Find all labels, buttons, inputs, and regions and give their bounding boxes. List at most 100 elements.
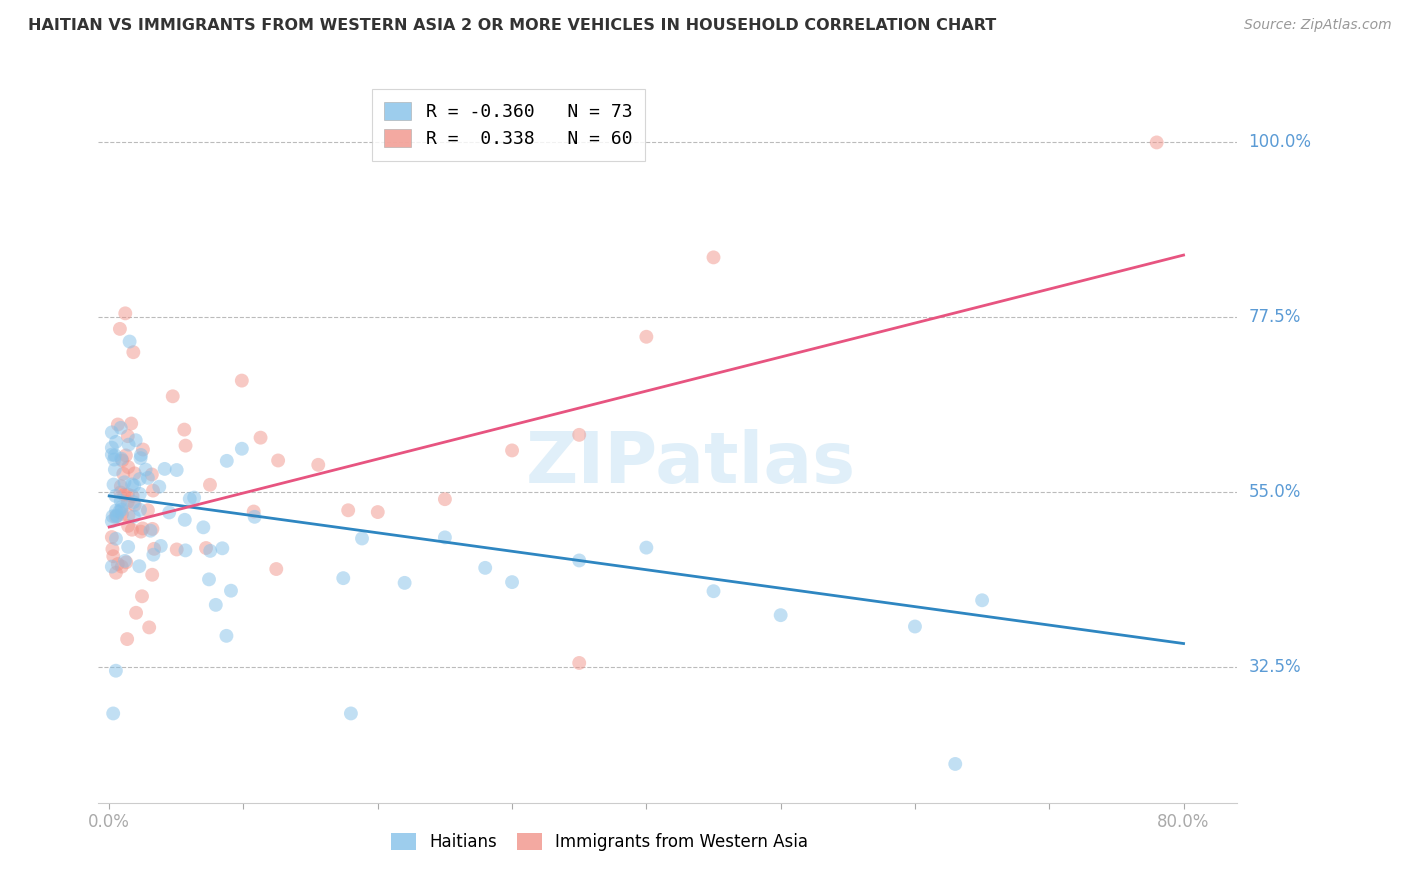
Point: [174, 439, 197, 453]
Point: [141, 467, 163, 482]
Point: [211, 541, 233, 556]
Point: [118, 334, 141, 349]
Point: [568, 553, 591, 567]
Point: [111, 559, 134, 574]
Point: [110, 479, 132, 493]
Point: [122, 509, 145, 524]
Point: [117, 508, 139, 523]
Point: [367, 505, 389, 519]
Point: [121, 477, 143, 491]
Point: [132, 442, 155, 457]
Point: [340, 706, 363, 721]
Point: [157, 506, 180, 520]
Point: [104, 489, 127, 503]
Point: [101, 509, 124, 524]
Point: [107, 417, 129, 432]
Point: [183, 491, 205, 505]
Point: [332, 571, 354, 585]
Point: [769, 608, 792, 623]
Point: [129, 448, 152, 462]
Point: [904, 619, 927, 633]
Point: [101, 441, 124, 455]
Point: [104, 664, 127, 678]
Point: [104, 566, 127, 580]
Point: [115, 555, 138, 569]
Point: [943, 756, 966, 771]
Point: [267, 453, 290, 467]
Point: [103, 452, 125, 467]
Point: [153, 462, 176, 476]
Point: [114, 306, 136, 320]
Text: 77.5%: 77.5%: [1249, 309, 1301, 326]
Point: [636, 330, 658, 344]
Point: [129, 451, 152, 466]
Point: [120, 417, 142, 431]
Point: [195, 541, 218, 555]
Point: [117, 437, 139, 451]
Point: [215, 454, 238, 468]
Point: [350, 532, 373, 546]
Text: Source: ZipAtlas.com: Source: ZipAtlas.com: [1244, 18, 1392, 32]
Point: [107, 557, 129, 571]
Point: [433, 492, 456, 507]
Point: [101, 530, 124, 544]
Point: [103, 477, 125, 491]
Point: [249, 431, 271, 445]
Point: [111, 453, 134, 467]
Point: [193, 520, 215, 534]
Point: [124, 467, 146, 481]
Point: [307, 458, 329, 472]
Text: 32.5%: 32.5%: [1249, 657, 1301, 676]
Point: [104, 509, 127, 524]
Point: [104, 434, 127, 449]
Point: [142, 548, 165, 562]
Point: [173, 423, 195, 437]
Point: [174, 543, 197, 558]
Point: [231, 374, 253, 388]
Point: [198, 573, 221, 587]
Point: [101, 425, 124, 440]
Point: [702, 584, 724, 599]
Point: [501, 443, 523, 458]
Point: [104, 462, 127, 476]
Point: [129, 503, 152, 517]
Point: [219, 583, 242, 598]
Point: [173, 513, 195, 527]
Point: [131, 589, 153, 603]
Point: [204, 598, 226, 612]
Point: [101, 448, 124, 462]
Point: [337, 503, 360, 517]
Point: [128, 487, 150, 501]
Point: [110, 500, 132, 515]
Point: [501, 575, 523, 590]
Point: [141, 522, 163, 536]
Point: [122, 495, 145, 509]
Point: [972, 593, 994, 607]
Point: [198, 477, 221, 491]
Point: [166, 542, 188, 557]
Point: [117, 487, 139, 501]
Point: [139, 524, 162, 538]
Point: [141, 567, 163, 582]
Text: 100.0%: 100.0%: [1249, 134, 1312, 152]
Text: HAITIAN VS IMMIGRANTS FROM WESTERN ASIA 2 OR MORE VEHICLES IN HOUSEHOLD CORRELAT: HAITIAN VS IMMIGRANTS FROM WESTERN ASIA …: [28, 18, 997, 33]
Point: [101, 559, 124, 574]
Point: [138, 620, 160, 634]
Point: [243, 509, 266, 524]
Point: [104, 532, 127, 546]
Point: [114, 554, 136, 568]
Point: [131, 521, 153, 535]
Point: [200, 544, 222, 558]
Point: [110, 494, 132, 508]
Point: [103, 706, 125, 721]
Point: [124, 498, 146, 512]
Point: [105, 509, 128, 524]
Point: [125, 434, 148, 448]
Point: [136, 503, 159, 517]
Legend: Haitians, Immigrants from Western Asia: Haitians, Immigrants from Western Asia: [382, 825, 817, 860]
Point: [117, 519, 139, 533]
Point: [117, 540, 139, 554]
Point: [117, 495, 139, 509]
Point: [231, 442, 253, 456]
Point: [117, 460, 139, 475]
